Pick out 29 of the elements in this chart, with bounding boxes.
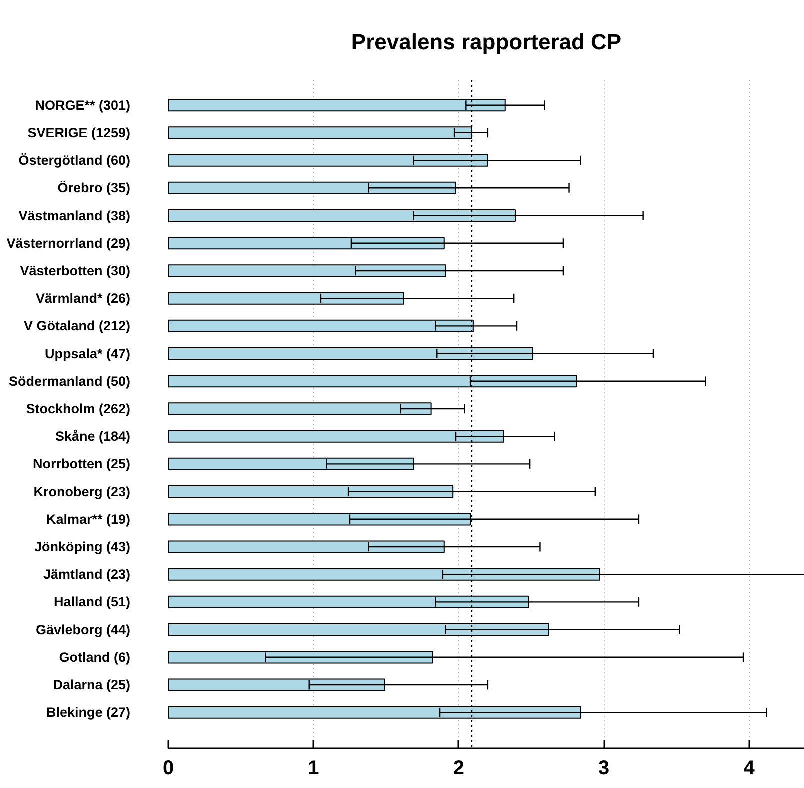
- y-tick-label: Skåne (184): [55, 429, 131, 444]
- y-tick-label: Uppsala* (47): [44, 346, 131, 362]
- x-tick-label: 3: [598, 758, 610, 780]
- chart-title: Prevalens rapporterad CP: [351, 30, 622, 54]
- y-tick-label: Gotland (6): [59, 650, 131, 665]
- y-tick-label: V Götaland (212): [24, 318, 131, 334]
- y-tick-label: Kronoberg (23): [34, 484, 131, 500]
- x-tick-label: 4: [744, 758, 756, 780]
- y-tick-label: Jönköping (43): [34, 539, 131, 554]
- y-tick-label: Stockholm (262): [26, 401, 131, 416]
- y-tick-label: Östergötland (60): [18, 153, 130, 168]
- y-tick-label: Halland (51): [54, 594, 131, 610]
- y-tick-label: Dalarna (25): [53, 678, 131, 693]
- y-tick-label: Värmland* (26): [36, 291, 131, 306]
- x-tick-label: 1: [308, 758, 320, 780]
- y-tick-label: Västernorrland (29): [6, 236, 131, 251]
- y-tick-label: Västerbotten (30): [20, 263, 131, 278]
- y-tick-label: Kalmar** (19): [46, 512, 131, 527]
- y-tick-label: Blekinge (27): [46, 705, 131, 720]
- y-tick-label: Norrbotten (25): [33, 456, 130, 472]
- y-tick-label: Örebro (35): [58, 180, 131, 196]
- x-tick-label: 2: [453, 758, 464, 780]
- y-tick-label: NORGE** (301): [35, 98, 131, 113]
- x-tick-label: 0: [162, 758, 174, 780]
- y-tick-label: Gävleborg (44): [36, 622, 131, 638]
- y-tick-label: Jämtland (23): [43, 567, 131, 582]
- y-tick-label: Södermanland (50): [8, 374, 131, 389]
- y-tick-label: Västmanland (38): [18, 208, 131, 224]
- y-tick-label: SVERIGE (1259): [28, 125, 131, 140]
